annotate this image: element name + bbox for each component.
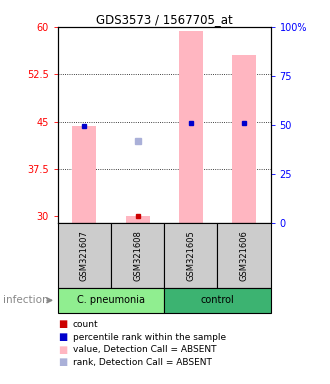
Text: rank, Detection Call = ABSENT: rank, Detection Call = ABSENT	[73, 358, 212, 367]
Text: ■: ■	[58, 319, 67, 329]
Text: ■: ■	[58, 345, 67, 355]
Text: count: count	[73, 320, 98, 329]
Bar	[164, 223, 217, 288]
Bar	[164, 288, 271, 313]
Text: value, Detection Call = ABSENT: value, Detection Call = ABSENT	[73, 345, 216, 354]
Bar	[111, 223, 164, 288]
Bar	[126, 216, 149, 223]
Text: ■: ■	[58, 358, 67, 367]
Bar	[58, 223, 111, 288]
Text: GSM321608: GSM321608	[133, 230, 142, 281]
Bar	[72, 126, 96, 223]
Text: ■: ■	[58, 332, 67, 342]
Text: percentile rank within the sample: percentile rank within the sample	[73, 333, 226, 342]
Text: C. pneumonia: C. pneumonia	[77, 295, 145, 305]
Text: GSM321606: GSM321606	[240, 230, 248, 281]
Bar	[217, 223, 271, 288]
Bar	[58, 288, 164, 313]
Title: GDS3573 / 1567705_at: GDS3573 / 1567705_at	[96, 13, 233, 26]
Bar	[179, 31, 203, 223]
Bar	[232, 55, 256, 223]
Text: infection: infection	[3, 295, 49, 305]
Text: GSM321605: GSM321605	[186, 230, 195, 281]
Text: GSM321607: GSM321607	[80, 230, 89, 281]
Text: control: control	[201, 295, 234, 305]
